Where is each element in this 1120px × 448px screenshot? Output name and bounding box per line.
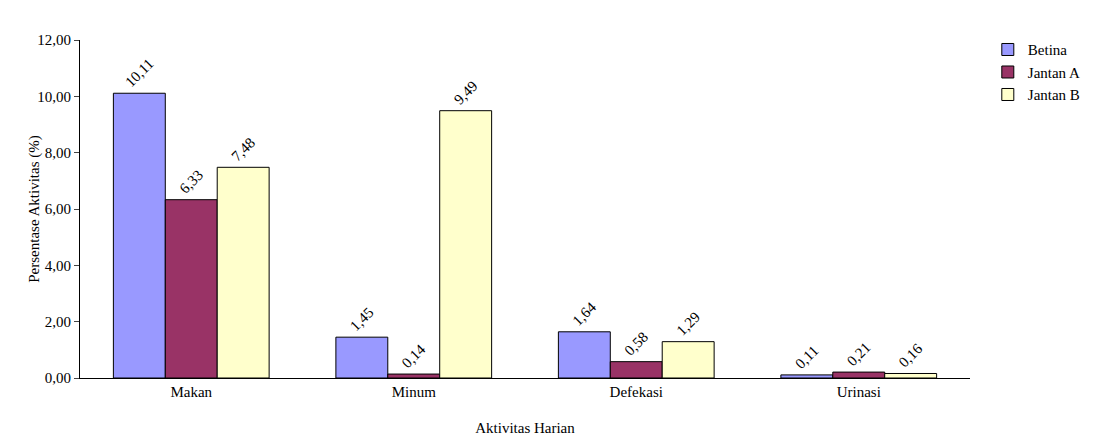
svg-text:Minum: Minum — [392, 384, 437, 400]
svg-text:0,14: 0,14 — [399, 341, 429, 371]
svg-text:9,49: 9,49 — [451, 78, 481, 108]
svg-text:0,16: 0,16 — [896, 340, 926, 370]
svg-text:Makan: Makan — [170, 384, 212, 400]
svg-text:6,33: 6,33 — [176, 167, 206, 197]
svg-text:Persentase Aktivitas (%): Persentase Aktivitas (%) — [26, 135, 43, 282]
svg-text:10,11: 10,11 — [122, 55, 157, 90]
svg-text:Jantan B: Jantan B — [1028, 87, 1080, 103]
svg-text:0,11: 0,11 — [792, 342, 821, 371]
svg-text:Aktivitas Harian: Aktivitas Harian — [475, 420, 575, 436]
svg-text:0,58: 0,58 — [621, 329, 651, 359]
svg-text:Jantan A: Jantan A — [1028, 65, 1080, 81]
svg-text:Urinasi: Urinasi — [837, 384, 881, 400]
svg-text:6,00: 6,00 — [45, 201, 71, 217]
svg-text:7,48: 7,48 — [228, 134, 258, 164]
svg-text:1,29: 1,29 — [673, 309, 703, 339]
svg-text:Defekasi: Defekasi — [610, 384, 663, 400]
svg-text:4,00: 4,00 — [45, 258, 71, 274]
svg-text:0,21: 0,21 — [844, 339, 874, 369]
svg-text:1,45: 1,45 — [347, 304, 377, 334]
svg-text:10,00: 10,00 — [37, 89, 71, 105]
svg-text:1,64: 1,64 — [569, 299, 599, 329]
svg-text:12,00: 12,00 — [37, 32, 71, 48]
svg-text:0,00: 0,00 — [45, 370, 71, 386]
svg-text:8,00: 8,00 — [45, 145, 71, 161]
svg-text:2,00: 2,00 — [45, 314, 71, 330]
svg-text:Betina: Betina — [1028, 42, 1067, 58]
